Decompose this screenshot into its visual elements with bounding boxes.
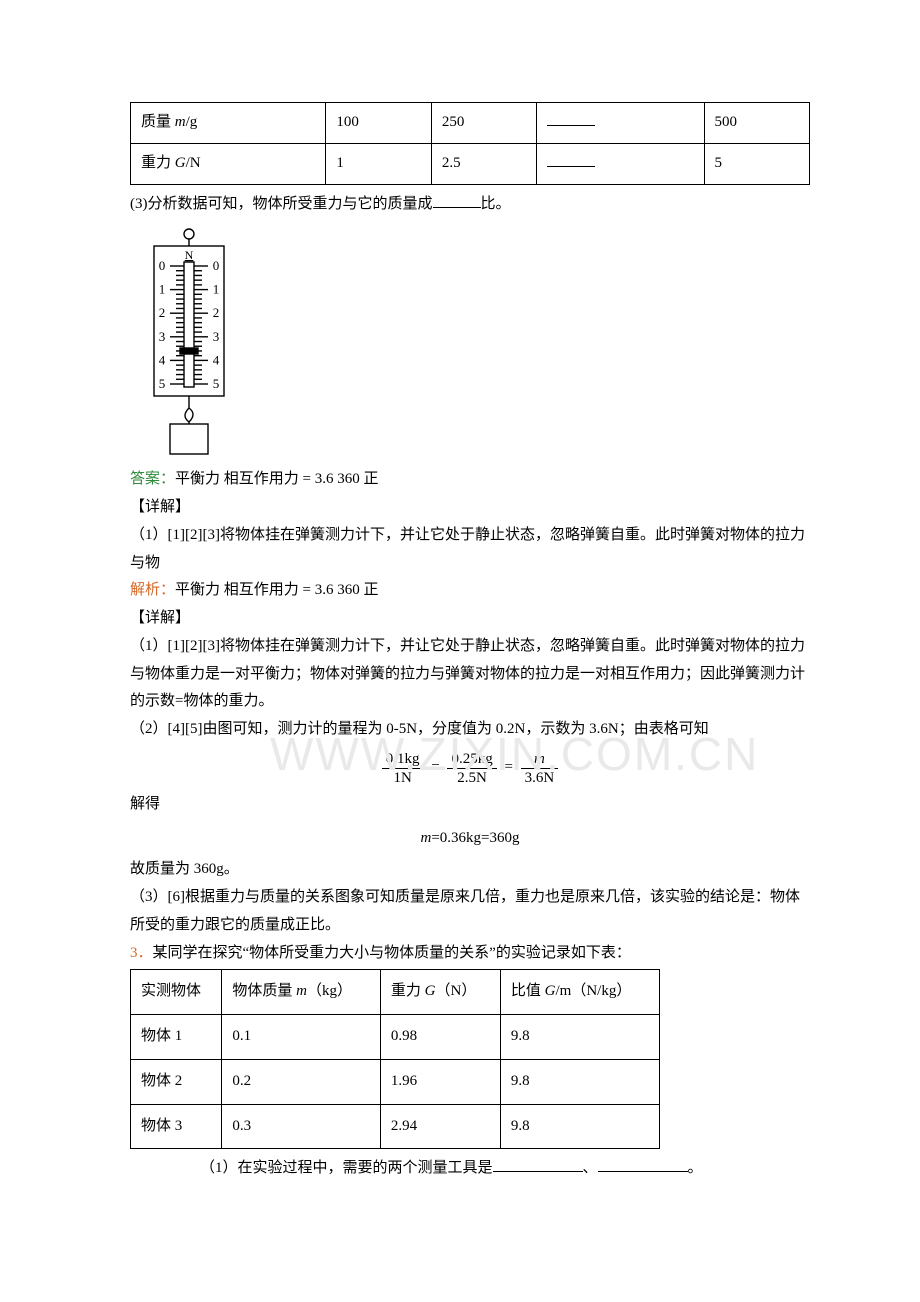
svg-text:3: 3 <box>213 329 220 344</box>
svg-text:2: 2 <box>159 305 166 320</box>
svg-text:1: 1 <box>213 282 220 297</box>
sub-question-1: （1）在实验过程中，需要的两个测量工具是 、 。 <box>130 1155 810 1183</box>
answer-label: 答案： <box>130 471 175 487</box>
detail-paragraph: （2）[4][5]由图可知，测力计的量程为 0‐5N，分度值为 0.2N，示数为… <box>130 716 810 744</box>
denominator: 2.5N <box>447 769 496 787</box>
col-header: 物体质量 m（kg） <box>222 970 381 1015</box>
col-header: 重力 G（N） <box>380 970 500 1015</box>
cell: 物体 2 <box>131 1059 222 1104</box>
variable-m: m <box>420 830 431 846</box>
cell <box>537 143 704 184</box>
svg-text:4: 4 <box>213 353 220 368</box>
fraction: m 3.6N <box>521 750 559 787</box>
cell: 1 <box>326 143 431 184</box>
text: (3)分析数据可知，物体所受重力与它的质量成 <box>130 196 433 212</box>
svg-text:0: 0 <box>159 258 166 273</box>
parse-line: 解析：平衡力 相互作用力 = 3.6 360 正 <box>130 577 810 605</box>
col-header: 实测物体 <box>131 970 222 1015</box>
ratio-equation: 0.1kg 1N = 0.25kg 2.5N = m 3.6N <box>130 750 810 787</box>
text: =0.36kg=360g <box>431 830 519 846</box>
parse-label: 解析： <box>130 582 175 598</box>
spring-scale-figure: N 0 0 1 1 2 2 3 3 4 4 5 5 <box>140 226 810 458</box>
mass-equation: m=0.36kg=360g <box>130 825 810 853</box>
detail-paragraph: （1）[1][2][3]将物体挂在弹簧测力计下，并让它处于静止状态，忽略弹簧自重… <box>130 633 810 716</box>
row-label: 重力 G/N <box>131 143 326 184</box>
cell: 5 <box>704 143 809 184</box>
svg-text:2: 2 <box>213 305 220 320</box>
table-row: 物体 2 0.2 1.96 9.8 <box>131 1059 660 1104</box>
denominator: 1N <box>382 769 424 787</box>
col-header: 比值 G/m（N/kg） <box>500 970 660 1015</box>
blank-field <box>493 1156 583 1172</box>
blank-field <box>547 110 595 126</box>
svg-text:1: 1 <box>159 282 166 297</box>
blank-field <box>598 1156 688 1172</box>
numerator: 0.1kg <box>382 750 424 769</box>
cell: 9.8 <box>500 1104 660 1149</box>
svg-text:0: 0 <box>213 258 220 273</box>
question-number: 3． <box>130 945 153 961</box>
equals-sign: = <box>427 754 443 782</box>
cell: 0.3 <box>222 1104 381 1149</box>
cell: 250 <box>431 103 536 144</box>
fraction: 0.25kg 2.5N <box>447 750 496 787</box>
table-row: 重力 G/N 1 2.5 5 <box>131 143 810 184</box>
cell: 1.96 <box>380 1059 500 1104</box>
text: 、 <box>583 1160 598 1176</box>
fraction: 0.1kg 1N <box>382 750 424 787</box>
text: 。 <box>688 1160 703 1176</box>
numerator: m <box>521 750 559 769</box>
text: （1）在实验过程中，需要的两个测量工具是 <box>200 1160 493 1176</box>
text-line: 故质量为 360g。 <box>130 856 810 884</box>
cell <box>537 103 704 144</box>
numerator: 0.25kg <box>447 750 496 769</box>
svg-text:3: 3 <box>159 329 166 344</box>
detail-paragraph: （1）[1][2][3]将物体挂在弹簧测力计下，并让它处于静止状态，忽略弹簧自重… <box>130 522 810 578</box>
cell: 0.98 <box>380 1015 500 1060</box>
cell: 2.5 <box>431 143 536 184</box>
cell: 2.94 <box>380 1104 500 1149</box>
svg-text:4: 4 <box>159 353 166 368</box>
svg-text:N: N <box>185 248 194 262</box>
equals-sign: = <box>500 754 516 782</box>
question-line: (3)分析数据可知，物体所受重力与它的质量成 比。 <box>130 191 810 219</box>
solve-label: 解得 <box>130 791 810 819</box>
table-row: 物体 1 0.1 0.98 9.8 <box>131 1015 660 1060</box>
text: 比。 <box>481 196 511 212</box>
answer-line: 答案：平衡力 相互作用力 = 3.6 360 正 <box>130 466 810 494</box>
cell: 物体 3 <box>131 1104 222 1149</box>
table-header-row: 实测物体 物体质量 m（kg） 重力 G（N） 比值 G/m（N/kg） <box>131 970 660 1015</box>
cell: 9.8 <box>500 1059 660 1104</box>
spring-scale-icon: N 0 0 1 1 2 2 3 3 4 4 5 5 <box>140 226 238 458</box>
table-row: 质量 m/g 100 250 500 <box>131 103 810 144</box>
svg-text:5: 5 <box>159 376 166 391</box>
denominator: 3.6N <box>521 769 559 787</box>
cell: 物体 1 <box>131 1015 222 1060</box>
cell: 500 <box>704 103 809 144</box>
blank-field <box>433 192 481 208</box>
question-text: 某同学在探究“物体所受重力大小与物体质量的关系”的实验记录如下表： <box>153 945 631 961</box>
row-label: 质量 m/g <box>131 103 326 144</box>
cell: 9.8 <box>500 1015 660 1060</box>
cell: 0.2 <box>222 1059 381 1104</box>
cell: 100 <box>326 103 431 144</box>
experiment-table: 实测物体 物体质量 m（kg） 重力 G（N） 比值 G/m（N/kg） 物体 … <box>130 969 660 1149</box>
table-row: 物体 3 0.3 2.94 9.8 <box>131 1104 660 1149</box>
parse-text: 平衡力 相互作用力 = 3.6 360 正 <box>175 582 378 598</box>
answer-text: 平衡力 相互作用力 = 3.6 360 正 <box>175 471 378 487</box>
cell: 0.1 <box>222 1015 381 1060</box>
detail-paragraph: （3）[6]根据重力与质量的关系图象可知质量是原来几倍，重力也是原来几倍，该实验… <box>130 884 810 940</box>
detail-label: 【详解】 <box>130 605 810 633</box>
blank-field <box>547 151 595 167</box>
detail-label: 【详解】 <box>130 494 810 522</box>
svg-text:5: 5 <box>213 376 220 391</box>
mass-gravity-table: 质量 m/g 100 250 500 重力 G/N 1 2.5 5 <box>130 102 810 185</box>
question-3: 3．某同学在探究“物体所受重力大小与物体质量的关系”的实验记录如下表： <box>130 940 810 968</box>
